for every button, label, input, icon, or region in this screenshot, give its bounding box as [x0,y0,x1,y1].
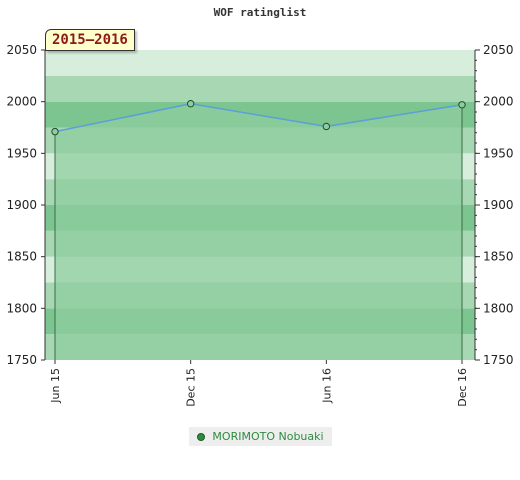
data-point [51,127,59,136]
left-tick-label: 1900 [6,198,37,212]
right-tick-label: 2050 [483,43,514,57]
left-tick-label: 1850 [6,250,37,264]
x-axis: Jun 15 Dec 15 Jun 16 Dec 16 [49,360,469,407]
right-y-axis: 1750 1800 1850 1900 1950 2000 2050 [474,43,514,367]
series-area [55,103,462,360]
right-tick-label: 1750 [483,353,514,367]
line-layer [54,102,463,133]
left-tick-label: 2000 [6,95,37,109]
right-tick-label: 1900 [483,198,514,212]
legend-series-label: MORIMOTO Nobuaki [212,430,324,443]
chart-title: WOF ratinglist [213,6,307,19]
area-layer [54,103,463,360]
left-y-axis: 1750 1800 1850 1900 1950 2000 2050 [6,43,46,367]
x-tick-label: Jun 16 [320,368,333,404]
left-tick-label: 1950 [6,146,37,160]
legend-marker-icon [197,432,206,441]
data-point [186,100,195,108]
right-tick-label: 1800 [483,301,514,315]
data-point [458,101,466,109]
marker-layer [51,100,466,136]
data-point [322,122,331,131]
left-tick-label: 2050 [6,43,37,57]
left-tick-label: 1750 [6,353,37,367]
right-tick-label: 2000 [483,95,514,109]
right-tick-label: 1850 [483,250,514,264]
legend[interactable]: MORIMOTO Nobuaki [189,427,332,446]
grid-band [45,75,475,102]
grid-band [45,50,475,76]
x-tick-label: Dec 15 [185,368,198,407]
left-tick-label: 1800 [6,301,37,315]
x-tick-label: Dec 16 [456,368,469,407]
grid-band-top [45,50,475,52]
series-line [54,102,463,133]
period-badge: 2015–2016 [45,29,135,51]
x-tick-label: Jun 15 [49,368,62,404]
right-tick-label: 1950 [483,146,514,160]
